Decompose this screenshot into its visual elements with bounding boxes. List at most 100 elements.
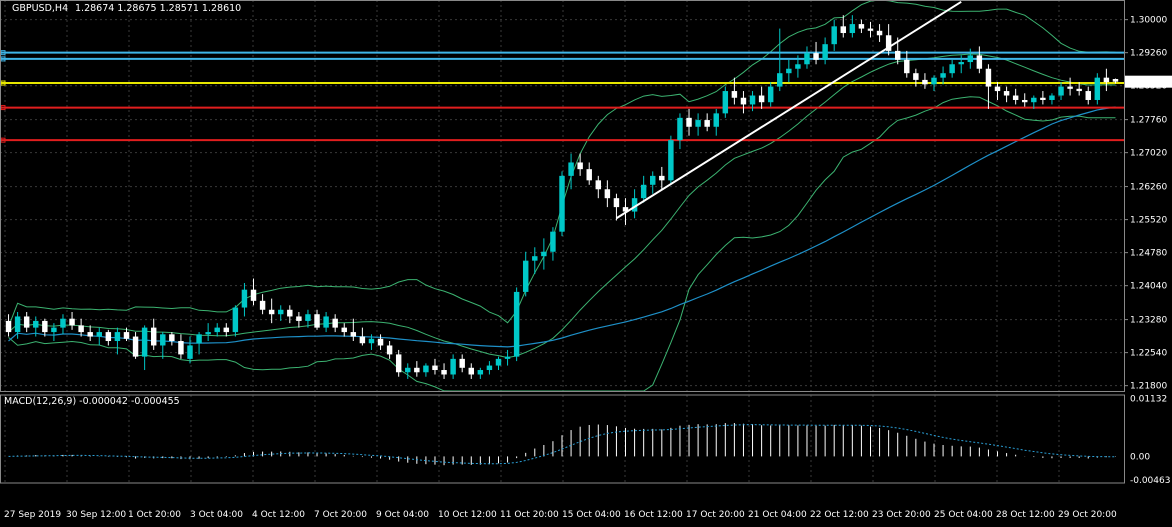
candle-body [650, 175, 656, 185]
candle-body [504, 356, 511, 359]
candle-body [296, 316, 302, 321]
candle-body [677, 117, 683, 141]
candle-body [904, 59, 910, 74]
candle-body [804, 53, 810, 65]
candle-body [550, 231, 556, 252]
time-tick-label: 4 Oct 12:00 [252, 510, 305, 520]
candle-body [241, 289, 248, 308]
candle-body [541, 251, 547, 257]
price-tick-label: 1.27760 [1130, 116, 1167, 126]
candle-body [141, 327, 148, 357]
time-tick-label: 16 Oct 12:00 [624, 510, 683, 520]
current-price-box [1125, 75, 1172, 88]
macd-panel [8, 423, 1116, 466]
candle-body [559, 175, 565, 232]
candle-body [51, 327, 57, 333]
candle-body [822, 44, 828, 60]
candle-body [305, 314, 311, 321]
candle-body [858, 24, 865, 29]
price-tick-label: 1.27020 [1130, 149, 1167, 159]
macd-tick-label: 0.00 [1130, 452, 1150, 462]
candle-body [1094, 77, 1101, 100]
time-tick-label: 15 Oct 04:00 [562, 510, 621, 520]
candle-body [123, 332, 130, 339]
candle-body [640, 184, 647, 199]
candle-body [78, 325, 84, 333]
candle-body [795, 64, 801, 69]
candle-body [450, 358, 456, 375]
candle-body [42, 320, 48, 333]
candle-body [14, 316, 21, 333]
macd-tick-label: -0.00463 [1130, 476, 1170, 486]
candle-body [622, 207, 629, 212]
horizontal-lines[interactable] [0, 50, 1124, 143]
candle-body [568, 162, 574, 176]
candle-body [831, 26, 837, 45]
candle-body [749, 95, 756, 105]
candle-body [69, 318, 75, 326]
candle-body [885, 35, 892, 51]
candle-body [722, 91, 729, 114]
candle-body [160, 334, 166, 346]
candle-body [96, 332, 102, 337]
price-tick-label: 1.21800 [1130, 382, 1167, 392]
candle-body [740, 97, 747, 105]
current-price-label: 1.28610 [1127, 78, 1164, 88]
candle-body [668, 140, 674, 181]
candle-body [713, 113, 719, 127]
candle-body [432, 365, 438, 371]
candles [5, 15, 1119, 379]
candle-body [114, 332, 121, 342]
candle-body [187, 345, 193, 359]
candle-body [695, 120, 701, 127]
candle-body [205, 332, 211, 335]
candle-body [976, 55, 983, 69]
time-tick-label: 29 Oct 20:00 [1058, 510, 1117, 520]
candle-body [686, 117, 692, 127]
price-tick-label: 1.26260 [1130, 183, 1167, 193]
price-tick-label: 1.25520 [1130, 216, 1167, 226]
candle-body [423, 365, 429, 373]
price-tick-label: 1.30000 [1130, 16, 1167, 26]
candle-body [731, 91, 738, 98]
candle-body [867, 28, 874, 31]
candle-body [232, 307, 239, 333]
candle-body [60, 318, 66, 328]
time-tick-label: 10 Oct 12:00 [438, 510, 497, 520]
candle-body [876, 30, 883, 36]
price-tick-label: 1.29260 [1130, 49, 1167, 59]
candle-body [395, 354, 402, 373]
time-tick-label: 27 Sep 2019 [4, 510, 61, 520]
macd-panel-border [0, 394, 1125, 484]
candle-body [214, 327, 220, 333]
candle-body [1040, 97, 1046, 100]
candle-body [604, 189, 611, 199]
macd-tick-label: 0.01132 [1130, 394, 1167, 404]
candle-body [813, 53, 819, 60]
time-tick-label: 25 Oct 04:00 [934, 510, 993, 520]
candle-body [414, 367, 420, 373]
upper-band [8, 0, 1116, 327]
time-tick-label: 21 Oct 04:00 [748, 510, 807, 520]
candle-body [595, 180, 602, 190]
time-tick-label: 1 Oct 20:00 [128, 510, 181, 520]
macd-signal-line [8, 424, 1116, 465]
candle-body [1058, 86, 1064, 96]
macd-label: MACD(12,26,9) -0.000042 -0.000455 [4, 396, 180, 407]
price-tick-label: 1.24040 [1130, 282, 1167, 292]
time-tick-label: 9 Oct 04:00 [376, 510, 429, 520]
trendline[interactable] [615, 0, 962, 220]
candle-body [777, 73, 783, 87]
candle-body [405, 367, 411, 373]
candle-body [386, 345, 393, 355]
time-tick-label: 30 Sep 12:00 [66, 510, 126, 520]
candle-body [522, 260, 529, 292]
candle-body [477, 370, 484, 375]
grid [0, 0, 1124, 483]
trendline-segment [615, 0, 962, 220]
time-tick-label: 23 Oct 20:00 [872, 510, 931, 520]
symbol-label: GBPUSD,H4 [12, 3, 68, 14]
candle-body [33, 320, 39, 328]
candle-body [223, 327, 230, 333]
